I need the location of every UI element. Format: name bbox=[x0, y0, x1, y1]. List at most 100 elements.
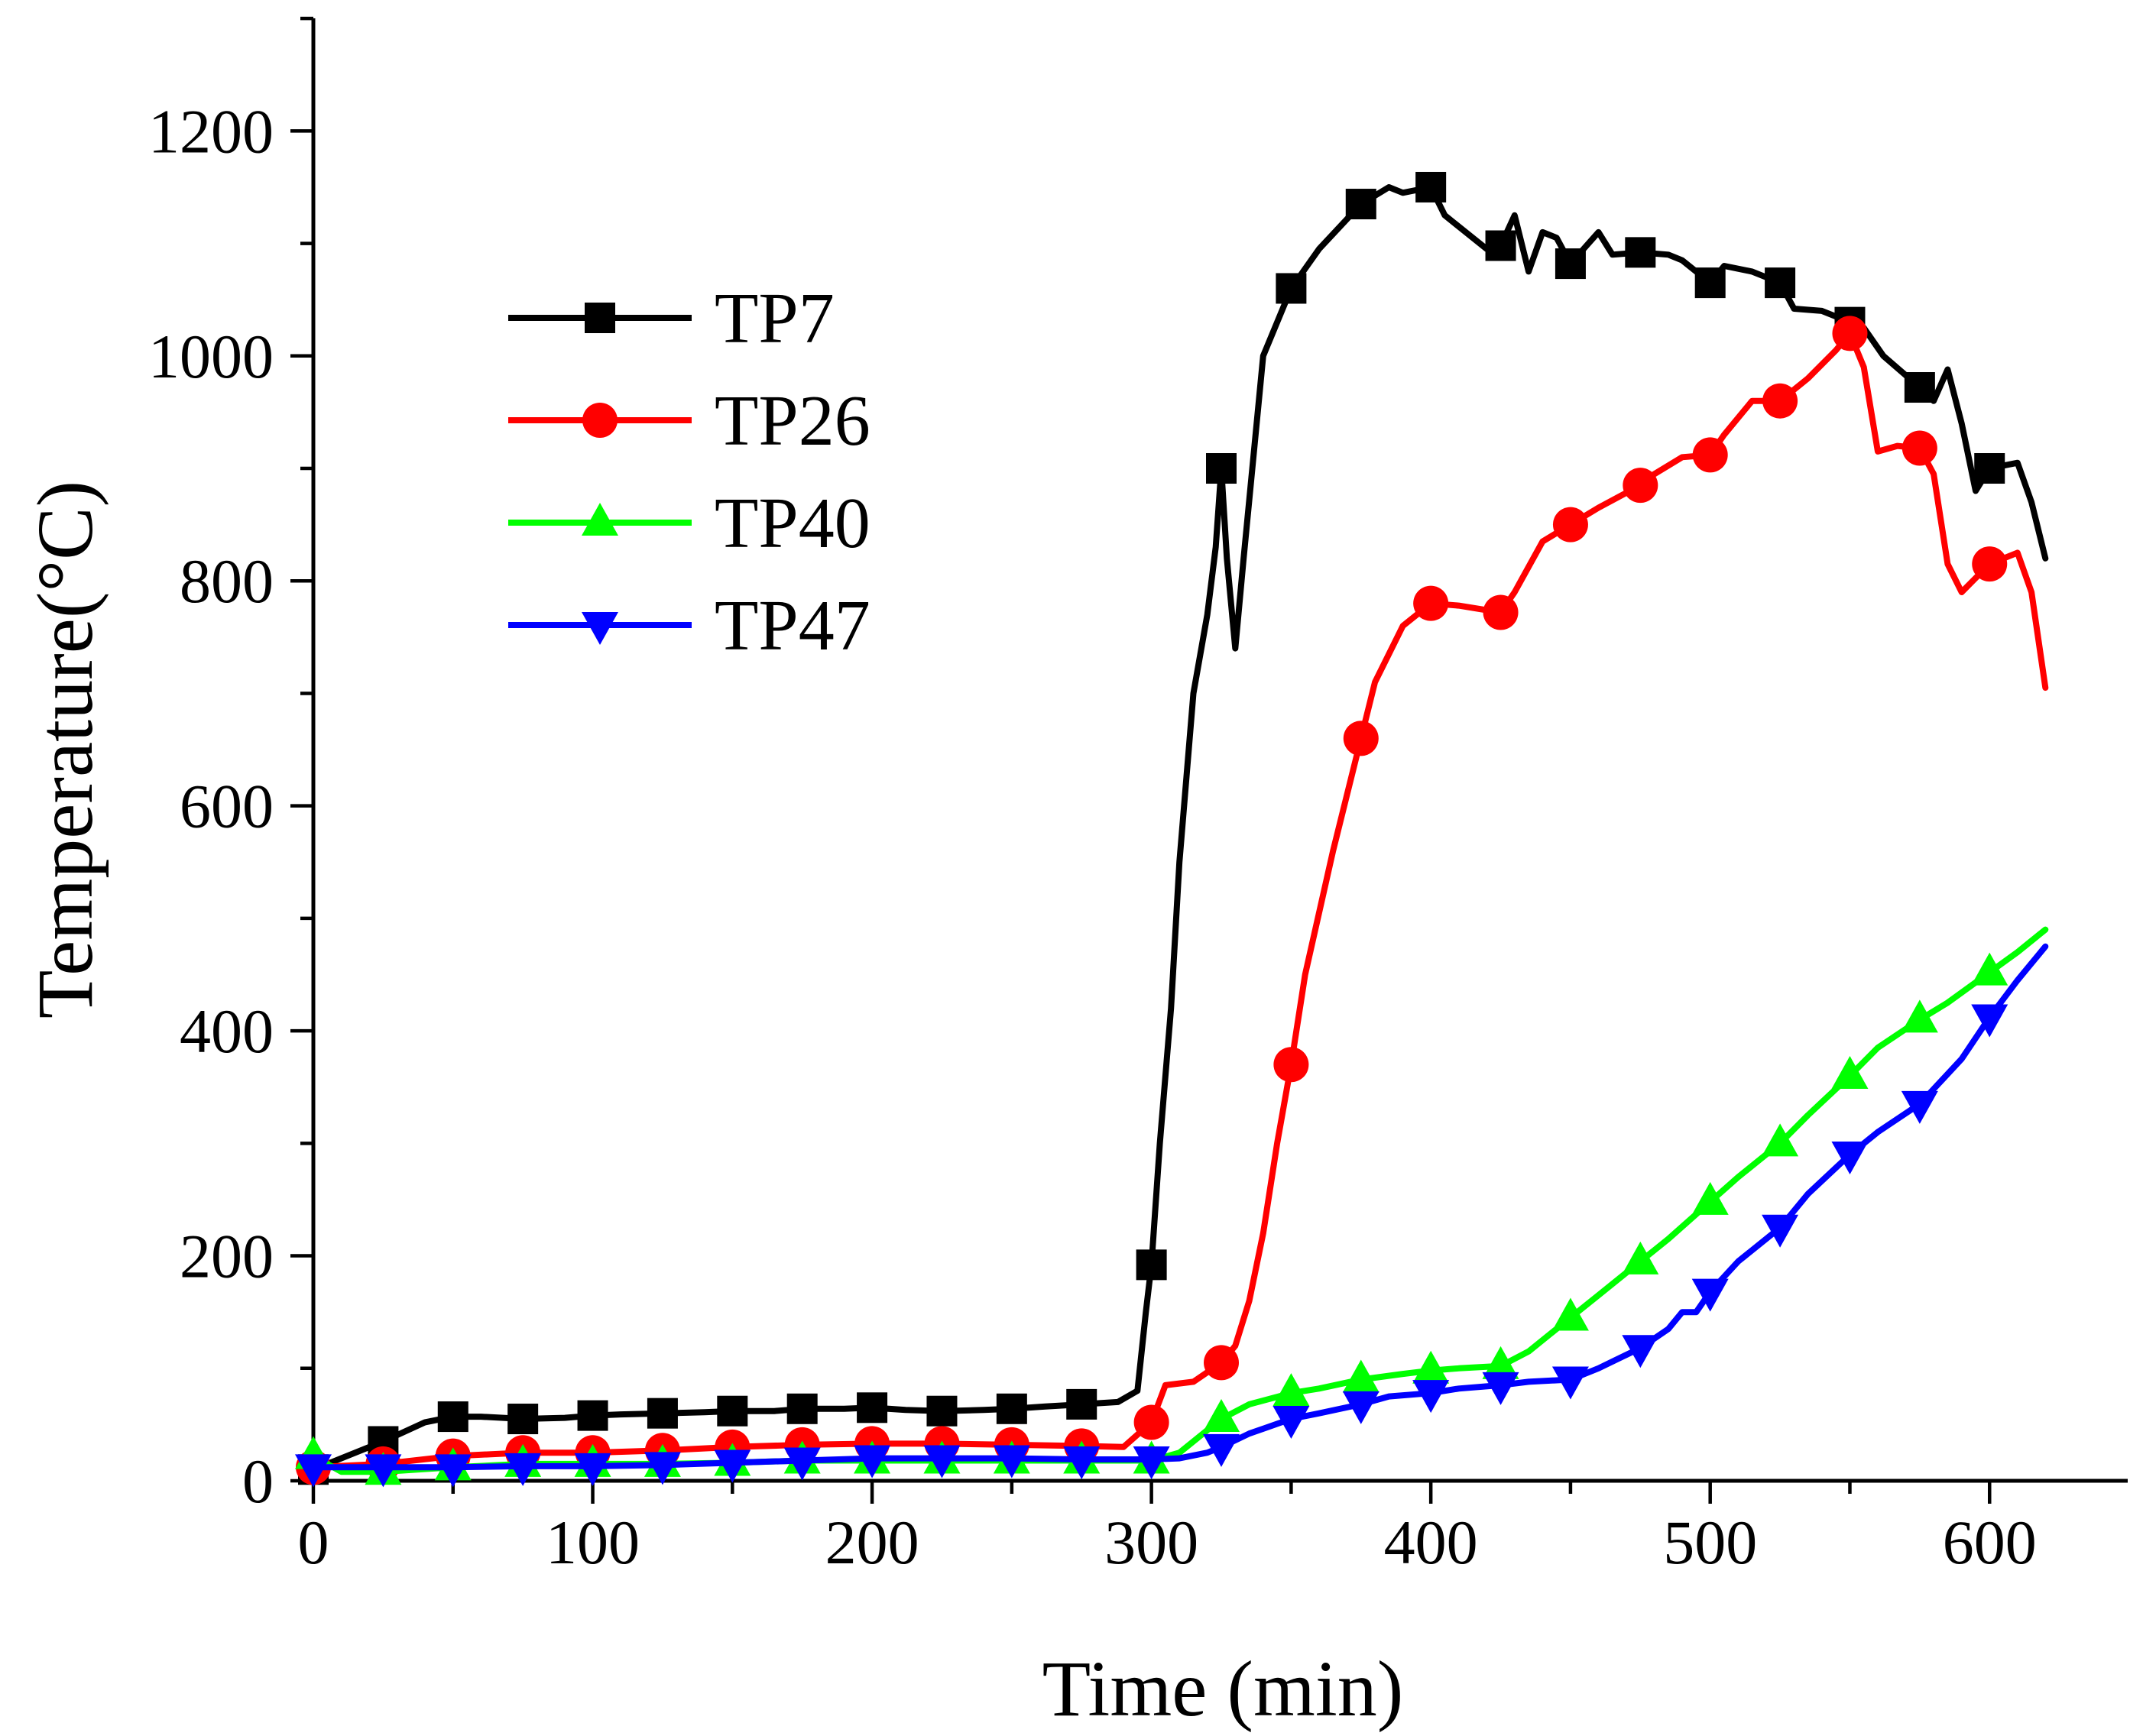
data-point-tp47 bbox=[1273, 1406, 1310, 1440]
data-point-tp47 bbox=[1342, 1391, 1379, 1424]
data-point-tp7 bbox=[1974, 453, 2005, 484]
data-point-tp7 bbox=[647, 1398, 678, 1429]
data-point-tp26 bbox=[1413, 585, 1449, 621]
data-point-tp40 bbox=[1273, 1373, 1310, 1407]
data-point-tp7 bbox=[1066, 1388, 1097, 1420]
data-point-tp26 bbox=[1343, 721, 1379, 756]
axes bbox=[311, 18, 2128, 1483]
data-point-tp26 bbox=[1762, 383, 1798, 419]
series-tp26 bbox=[296, 316, 2049, 1485]
legend: TP7 TP26 TP40 TP47 bbox=[508, 279, 870, 666]
data-point-tp47 bbox=[1762, 1214, 1799, 1248]
data-point-tp47 bbox=[1901, 1090, 1938, 1124]
y-tick-label: 1000 bbox=[148, 322, 274, 391]
legend-marker-tp7 bbox=[585, 303, 615, 333]
data-point-tp47 bbox=[504, 1453, 542, 1486]
series-tp7 bbox=[298, 171, 2049, 1485]
y-tick-label: 1200 bbox=[148, 96, 274, 166]
data-point-tp47 bbox=[993, 1445, 1030, 1479]
data-point-tp47 bbox=[783, 1447, 821, 1481]
data-point-tp40 bbox=[1342, 1359, 1379, 1393]
x-tick-label: 0 bbox=[298, 1508, 329, 1577]
series-line-tp47 bbox=[310, 943, 2049, 1471]
data-point-tp7 bbox=[926, 1395, 958, 1427]
legend-item-tp40: TP40 bbox=[508, 484, 870, 563]
legend-label-tp26: TP26 bbox=[715, 381, 870, 461]
legend-label-tp47: TP47 bbox=[715, 586, 870, 666]
data-point-tp26 bbox=[1972, 546, 2008, 582]
series-group bbox=[295, 171, 2049, 1488]
data-point-tp26 bbox=[1692, 437, 1728, 473]
data-point-tp47 bbox=[1203, 1433, 1240, 1467]
data-point-tp40 bbox=[1971, 952, 2008, 986]
x-tick-label: 300 bbox=[1104, 1508, 1198, 1577]
data-point-tp40 bbox=[1691, 1181, 1729, 1215]
data-point-tp47 bbox=[1831, 1142, 1869, 1175]
y-tick-label: 800 bbox=[180, 546, 274, 616]
data-point-tp7 bbox=[507, 1404, 539, 1435]
y-tick-label: 400 bbox=[180, 996, 274, 1066]
data-point-tp7 bbox=[1555, 248, 1586, 280]
legend-item-tp7: TP7 bbox=[508, 279, 835, 358]
data-point-tp47 bbox=[1971, 1004, 2008, 1038]
y-tick-label: 200 bbox=[180, 1222, 274, 1291]
x-tick-label: 200 bbox=[825, 1508, 919, 1577]
x-tick-label: 500 bbox=[1663, 1508, 1757, 1577]
x-tick-label: 600 bbox=[1943, 1508, 2037, 1577]
data-point-tp47 bbox=[574, 1453, 611, 1486]
data-point-tp7 bbox=[1485, 230, 1516, 261]
x-tick-label: 100 bbox=[546, 1508, 640, 1577]
data-point-tp7 bbox=[1694, 267, 1726, 299]
legend-label-tp7: TP7 bbox=[715, 279, 835, 358]
data-point-tp26 bbox=[1552, 507, 1588, 542]
series-line-tp7 bbox=[310, 184, 2049, 1473]
data-point-tp47 bbox=[1133, 1446, 1170, 1480]
data-point-tp7 bbox=[1276, 273, 1307, 304]
data-point-tp47 bbox=[365, 1454, 402, 1488]
legend-marker-tp26 bbox=[582, 403, 618, 438]
data-point-tp26 bbox=[1623, 468, 1658, 504]
data-point-tp26 bbox=[1133, 1404, 1169, 1440]
legend-label-tp40: TP40 bbox=[715, 484, 870, 563]
data-point-tp40 bbox=[1551, 1297, 1589, 1331]
legend-marker-tp40 bbox=[582, 503, 618, 536]
data-point-tp40 bbox=[1203, 1399, 1240, 1433]
x-axis-label: Time (min) bbox=[1042, 1645, 1404, 1733]
x-tick-label: 400 bbox=[1384, 1508, 1478, 1577]
legend-item-tp47: TP47 bbox=[508, 586, 870, 666]
series-line-tp40 bbox=[310, 926, 2049, 1475]
y-tick-label: 0 bbox=[242, 1446, 274, 1516]
data-point-tp7 bbox=[1206, 453, 1237, 484]
data-point-tp47 bbox=[434, 1454, 472, 1488]
data-point-tp47 bbox=[714, 1449, 751, 1483]
y-tick-label: 600 bbox=[180, 772, 274, 841]
data-point-tp26 bbox=[1901, 430, 1937, 466]
data-point-tp7 bbox=[437, 1401, 468, 1433]
data-point-tp47 bbox=[1482, 1372, 1519, 1405]
data-point-tp7 bbox=[1904, 372, 1935, 403]
data-point-tp40 bbox=[1482, 1346, 1519, 1379]
data-point-tp47 bbox=[854, 1445, 891, 1479]
data-point-tp47 bbox=[923, 1445, 961, 1479]
series-tp47 bbox=[295, 943, 2049, 1488]
data-point-tp40 bbox=[1622, 1241, 1659, 1274]
data-point-tp47 bbox=[1063, 1446, 1101, 1480]
data-point-tp40 bbox=[1412, 1350, 1450, 1384]
data-point-tp40 bbox=[1831, 1056, 1869, 1090]
y-ticks: 0 200 400 600 800 1000 1200 bbox=[148, 16, 313, 1516]
data-point-tp26 bbox=[1273, 1047, 1309, 1083]
y-axis-label: Temperature(°C) bbox=[21, 481, 109, 1019]
data-point-tp47 bbox=[1551, 1366, 1589, 1400]
data-point-tp7 bbox=[996, 1393, 1027, 1424]
data-point-tp7 bbox=[1345, 189, 1376, 220]
data-point-tp47 bbox=[295, 1454, 332, 1488]
data-point-tp7 bbox=[1136, 1249, 1167, 1281]
legend-marker-tp47 bbox=[582, 612, 618, 645]
data-point-tp40 bbox=[1901, 999, 1938, 1033]
data-point-tp47 bbox=[1622, 1335, 1659, 1368]
legend-item-tp26: TP26 bbox=[508, 381, 870, 461]
x-ticks: 0 100 200 300 400 500 600 bbox=[298, 1481, 2037, 1577]
data-point-tp7 bbox=[786, 1393, 818, 1424]
data-point-tp7 bbox=[857, 1392, 888, 1423]
